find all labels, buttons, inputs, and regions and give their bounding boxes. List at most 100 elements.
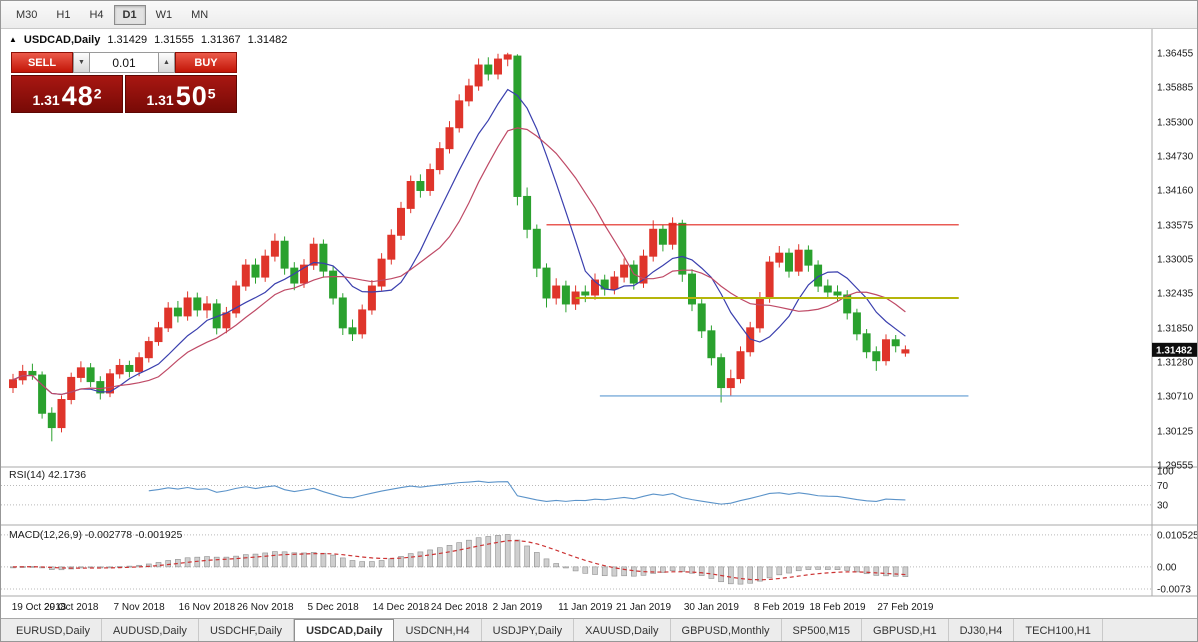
candle-body xyxy=(397,207,405,236)
symbol-tab-USDJPY-Daily[interactable]: USDJPY,Daily xyxy=(482,619,575,641)
timeframe-button-H1[interactable]: H1 xyxy=(47,5,79,25)
bid-price-display[interactable]: 1.31482 xyxy=(11,75,123,113)
timeframe-button-H4[interactable]: H4 xyxy=(80,5,112,25)
candle-body xyxy=(688,273,696,305)
candle-body xyxy=(561,285,570,305)
sell-button[interactable]: SELL xyxy=(11,52,73,73)
macd-histogram-bar xyxy=(446,545,453,568)
macd-histogram-bar xyxy=(243,554,249,568)
macd-histogram-bar xyxy=(78,566,84,569)
timeframe-button-MN[interactable]: MN xyxy=(182,5,217,25)
macd-histogram-bar xyxy=(533,552,540,568)
one-click-panel-toggle-icon[interactable]: ▲ xyxy=(9,35,17,44)
macd-histogram-bar xyxy=(466,539,472,568)
candle-body xyxy=(406,181,415,209)
candle-body xyxy=(668,222,677,245)
candle-body xyxy=(445,127,454,150)
ask-price-pips: 50 xyxy=(175,81,208,111)
rsi-panel-label: RSI(14) 42.1736 xyxy=(9,469,86,481)
date-axis-label: 27 Feb 2019 xyxy=(877,602,934,613)
volume-input[interactable] xyxy=(90,52,158,73)
candle-body xyxy=(435,148,444,171)
macd-axis-label: 0.00 xyxy=(1157,562,1177,573)
price-axis-label: 1.33575 xyxy=(1157,220,1194,231)
ohlc-open: 1.31429 xyxy=(107,34,148,46)
symbol-tab-TECH100-H1[interactable]: TECH100,H1 xyxy=(1014,619,1103,641)
symbol-tab-XAUUSD-Daily[interactable]: XAUUSD,Daily xyxy=(574,619,671,641)
candle-body xyxy=(135,357,144,372)
macd-histogram-bar xyxy=(281,551,288,568)
one-click-trade-panel: SELL ▼ ▲ BUY 1.31482 1.31505 xyxy=(11,52,237,113)
candle-body xyxy=(348,327,357,335)
date-axis-label: 19 Oct 2018 xyxy=(12,602,67,613)
macd-histogram-bar xyxy=(621,566,627,577)
date-axis-label: 16 Nov 2018 xyxy=(179,602,236,613)
symbol-tab-USDCAD-Daily[interactable]: USDCAD,Daily xyxy=(294,619,395,641)
macd-histogram-bar xyxy=(873,566,880,576)
candle-body xyxy=(542,267,551,299)
candle-body xyxy=(270,240,279,257)
symbol-tab-SP500-M15[interactable]: SP500,M15 xyxy=(782,619,863,641)
candle-body xyxy=(319,243,328,272)
symbol-tab-GBPUSD-Monthly[interactable]: GBPUSD,Monthly xyxy=(671,619,782,641)
macd-histogram-bar xyxy=(563,566,569,569)
macd-histogram-bar xyxy=(427,549,433,568)
candle-body xyxy=(426,169,435,191)
macd-histogram-bar xyxy=(795,566,802,572)
candle-body xyxy=(523,195,532,230)
candle-body xyxy=(106,373,114,394)
bid-price-base: 1.31 xyxy=(32,92,60,108)
macd-histogram-bar xyxy=(233,555,239,568)
candle-body xyxy=(115,364,124,375)
symbol-tab-AUDUSD-Daily[interactable]: AUDUSD,Daily xyxy=(102,619,199,641)
price-axis-label: 1.31280 xyxy=(1157,357,1194,368)
symbol-tab-GBPUSD-H1[interactable]: GBPUSD,H1 xyxy=(862,619,949,641)
macd-histogram-bar xyxy=(757,566,763,582)
macd-histogram-bar xyxy=(388,558,395,568)
macd-histogram-bar xyxy=(155,562,162,568)
candle-body xyxy=(843,294,852,314)
arrow-down-icon: ▼ xyxy=(78,59,85,66)
macd-histogram-bar xyxy=(553,563,560,568)
macd-histogram-bar xyxy=(805,566,812,570)
ma-slow-line xyxy=(12,127,906,396)
price-axis-label: 1.30125 xyxy=(1157,426,1194,437)
candle-body xyxy=(183,297,192,317)
timeframe-button-W1[interactable]: W1 xyxy=(147,5,182,25)
buy-button[interactable]: BUY xyxy=(175,52,237,73)
candle-body xyxy=(280,240,289,269)
macd-histogram-bar xyxy=(902,566,909,577)
candle-body xyxy=(610,276,619,290)
macd-histogram-bar xyxy=(359,561,366,568)
candle-body xyxy=(726,378,735,389)
candle-body xyxy=(358,309,367,335)
candle-body xyxy=(309,243,318,266)
candle-body xyxy=(513,55,522,197)
date-axis-label: 29 Oct 2018 xyxy=(44,602,99,613)
timeframe-button-M30[interactable]: M30 xyxy=(7,5,46,25)
macd-histogram-bar xyxy=(407,553,414,568)
symbol-tab-DJ30-H4[interactable]: DJ30,H4 xyxy=(949,619,1015,641)
macd-histogram-bar xyxy=(737,566,744,585)
symbol-tab-USDCHF-Daily[interactable]: USDCHF,Daily xyxy=(199,619,295,641)
volume-decrease-button[interactable]: ▼ xyxy=(73,52,90,73)
macd-histogram-bar xyxy=(126,565,133,568)
bid-price-pips: 48 xyxy=(61,81,94,111)
candle-body xyxy=(765,261,774,299)
arrow-up-icon: ▲ xyxy=(163,59,170,66)
trade-controls-row: SELL ▼ ▲ BUY xyxy=(11,52,237,73)
price-chart[interactable]: 1.36455 1.35885 1.35300 1.34730 1.34160 1.335… xyxy=(1,29,1198,618)
symbol-tab-bar: EURUSD,Daily AUDUSD,Daily USDCHF,Daily USDC… xyxy=(1,618,1197,641)
symbol-tab-USDCNH-H4[interactable]: USDCNH,H4 xyxy=(394,619,482,641)
ask-price-display[interactable]: 1.31505 xyxy=(125,75,237,113)
candle-body xyxy=(872,351,881,362)
timeframe-button-D1[interactable]: D1 xyxy=(113,4,146,25)
volume-increase-button[interactable]: ▲ xyxy=(158,52,175,73)
symbol-tab-EURUSD-Daily[interactable]: EURUSD,Daily xyxy=(5,619,102,641)
macd-histogram-bar xyxy=(543,558,550,568)
macd-histogram-bar xyxy=(252,553,259,568)
macd-histogram-bar xyxy=(436,547,443,568)
candle-body xyxy=(86,367,95,383)
macd-axis-label: 0.010525 xyxy=(1157,530,1198,541)
